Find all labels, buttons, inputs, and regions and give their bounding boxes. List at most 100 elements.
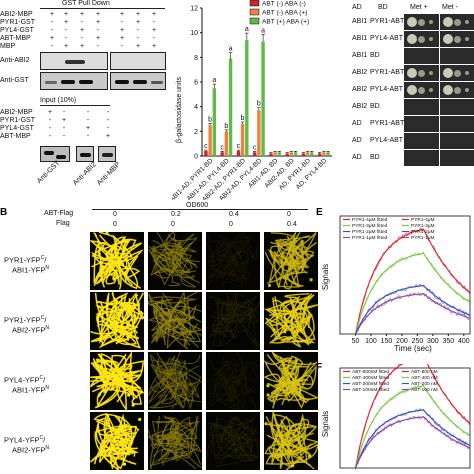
panel-f-legend-label: ABT-100 nM [411,387,438,393]
plus-sign: + [79,11,85,18]
bifc-micrograph [264,292,318,350]
panel-f-legend-label: ABT-100nM fitted [352,387,389,393]
panel-f-raw-curve [355,384,470,468]
panel-e-legend-label: PYR1-1μM [411,235,435,241]
row-label-abt-mbp: ABT-MBP [0,35,31,42]
plus-sign: + [79,43,85,50]
od600-label: OD600 [186,202,209,209]
bar-y-tick-label: 8 [194,55,198,62]
panel-e-legend-label: PYR1-4μM [411,217,435,223]
plus-sign: + [95,11,101,18]
abt-value: 0.2 [171,211,181,218]
minus-sign: - [48,133,52,140]
bar-significance-letter: c [204,143,208,150]
pulldown-title: GST Pull Down [62,0,110,7]
bifc-row-label-superscript: C [39,435,44,441]
bar-chart-ylabel: β-galactosidase units [176,77,183,143]
yeast-colony [465,20,469,24]
yeast-colony [443,34,453,44]
yeast-colony [429,71,433,75]
bar-significance-letter: a [212,77,216,84]
bar-significance-letter: b [224,123,228,130]
bifc-micrograph [206,352,260,410]
panel-f-raw-curve [355,415,470,467]
yeast-colony [407,17,417,27]
yeast-colony [407,85,417,95]
plus-sign: + [85,125,91,132]
bifc-row-label-line2: ABI1-YFPN [12,265,49,275]
plus-sign: + [95,35,101,42]
panel-f-legend-label: ABT-200nM fitted [352,381,389,387]
bar-legend-label: ABT (+) ABA (+) [262,19,309,26]
bar-significance-letter: a [245,26,249,33]
input-divider [40,105,110,106]
yeast-bd-label: BD [370,103,380,110]
bar-significance-letter: c [253,144,257,151]
panel-e-legend-label: PYR1-1μM fitted [352,235,388,241]
panel-f-fitted-curve [354,385,470,469]
input-label-abt-mbp: ABT-MBP [0,133,31,140]
plus-sign: + [119,27,125,34]
bar-mark [245,40,249,156]
panel-f-binding-curves: ABT-800nM fitted ABT-800 nM ABT-400nM fitt… [321,364,471,470]
panel-f-fitted-curve [354,416,470,469]
bar-mark [305,152,310,156]
minus-sign: - [64,27,68,34]
panel-e-x-tick-label: 150 [381,338,393,345]
yeast-colony [418,69,425,77]
yeast-media-met-minus: Met - [442,4,458,11]
panel-e-legend-label: PYR1-3μM fitted [352,223,388,229]
bar-mark [289,152,294,156]
bar-mark [257,110,261,156]
bar-y-tick-label: 10 [190,30,198,37]
panel-f-legend-label: ABT-400 nM [411,375,438,381]
panel-f-plot-frame [339,367,471,469]
bifc-row-label-line2: ABI1-YFPN [12,385,49,395]
yeast-plate-cell [440,116,474,132]
bifc-row-label-superscript: N [45,385,49,391]
panel-f-ylabel: Signals [321,411,330,437]
yeast-colony [429,88,433,92]
yeast-colony [407,68,417,78]
panel-e-plot-frame [339,215,471,335]
panel-e-x-tick-label: 200 [396,338,408,345]
panel-e-legend-label: PYR1-2μM [411,229,435,235]
minus-sign: - [136,35,140,42]
bifc-micrograph [264,352,318,410]
yeast-plate-cell [440,48,474,64]
yeast-ad-label: ABI2 [352,103,368,110]
bar-mark [220,152,224,156]
yeast-ad-label: AD [352,137,362,144]
yeast-plate-cell [440,99,474,115]
panel-f-legend-label: ABT-800nM fitted [352,369,389,375]
panel-f-fitted-curve [354,409,470,469]
bar-significance-letter: b [241,115,245,122]
minus-sign: - [152,35,156,42]
plus-sign: + [105,133,111,140]
abt-value: 0 [287,211,291,218]
yeast-colony [465,37,469,41]
panel-e-x-tick-label: 350 [442,338,454,345]
yeast-bd-label: PYR1-ABT [370,69,405,76]
yeast-bd-label: PYL4-ABT [370,137,404,144]
minus-sign: - [80,19,84,26]
blot-anti-abi2-right [110,52,166,70]
minus-sign: - [96,43,100,50]
bar-legend-swatch [249,17,260,25]
bifc-row-label-superscript: C [39,375,44,381]
minus-sign: - [62,133,66,140]
plus-sign: + [63,43,69,50]
input-blot-abi2 [76,146,94,162]
bifc-micrograph [264,412,318,470]
bar-y-tick-label: 12 [190,6,198,13]
yeast-colony [454,86,461,94]
input-lane-anti-gst: Anti-GST [36,159,62,185]
yeast-colony [443,85,453,95]
panel-f-letter: F [316,362,323,373]
bifc-micrograph [90,232,144,290]
yeast-colony [465,88,469,92]
bar-legend-swatch [249,0,260,7]
bar-mark [301,153,306,156]
yeast-colony [429,20,433,24]
